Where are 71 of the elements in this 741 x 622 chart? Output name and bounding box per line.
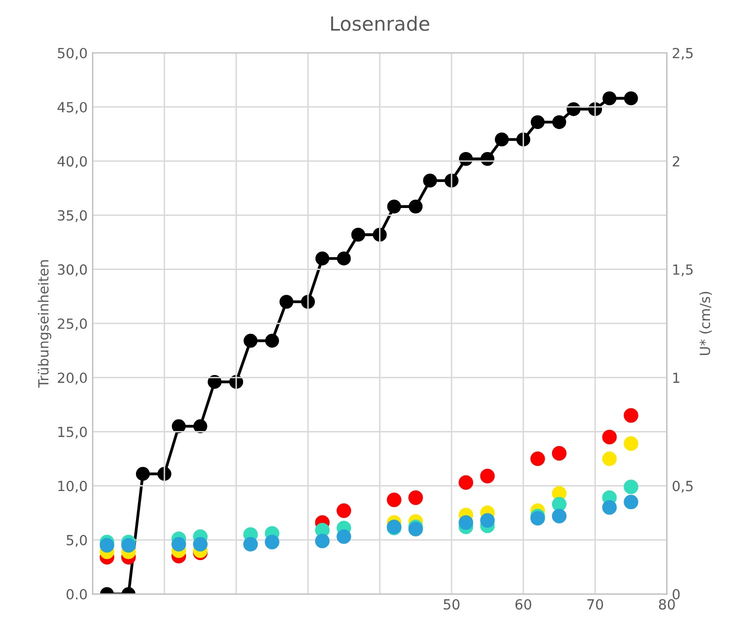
point — [566, 102, 581, 116]
point — [458, 475, 474, 490]
point — [315, 534, 330, 548]
point — [193, 419, 208, 434]
y2-axis-title: U* (cm/s) — [699, 292, 712, 355]
point — [193, 536, 208, 552]
point — [280, 294, 294, 309]
point — [444, 174, 458, 188]
y2-tick-label: 2 — [672, 156, 680, 166]
point — [494, 132, 509, 146]
y-tick-label: 5,0 — [66, 534, 87, 547]
point — [423, 174, 437, 188]
point — [351, 228, 366, 242]
point — [336, 252, 351, 266]
point — [552, 446, 567, 461]
point — [336, 503, 352, 518]
x-tick-label: 60 — [515, 599, 532, 610]
point — [552, 508, 567, 524]
point — [624, 436, 638, 451]
x-tick-label: 80 — [659, 599, 675, 610]
y-tick-label: 10,0 — [58, 480, 87, 493]
point — [244, 334, 258, 348]
point — [208, 374, 222, 389]
point — [336, 529, 352, 544]
point — [265, 334, 280, 348]
point — [602, 430, 617, 444]
point — [172, 419, 186, 434]
point — [315, 252, 330, 266]
point — [171, 536, 186, 552]
point — [100, 538, 114, 553]
point — [458, 515, 474, 530]
chart-title: Losenrade — [331, 16, 430, 31]
y-tick-label: 30,0 — [58, 264, 87, 276]
point — [480, 468, 495, 484]
point — [480, 513, 495, 528]
y2-tick-label: 1 — [673, 372, 680, 383]
point — [530, 451, 545, 466]
y-tick-label: 50,0 — [58, 48, 87, 60]
point — [121, 538, 136, 553]
point — [624, 480, 638, 494]
point — [624, 408, 638, 423]
y2-tick-label: 0 — [672, 588, 680, 600]
y-tick-label: 45,0 — [58, 102, 87, 114]
point — [624, 494, 638, 510]
y-tick-label: 20,0 — [58, 372, 87, 384]
y-tick-label: 35,0 — [58, 210, 87, 222]
point — [602, 500, 617, 515]
point — [530, 115, 545, 130]
y-tick-label: 15,0 — [58, 426, 87, 439]
y2-tick-label: 1,5 — [673, 264, 693, 276]
y-tick-label: 25,0 — [58, 318, 87, 330]
point — [408, 200, 423, 214]
point — [301, 294, 315, 309]
point — [136, 466, 150, 481]
x-tick-label: 50 — [444, 599, 460, 610]
point — [602, 451, 617, 466]
y2-tick-label: 0,5 — [672, 480, 693, 493]
point — [264, 534, 280, 550]
point — [602, 91, 616, 106]
point — [387, 200, 402, 214]
point — [552, 496, 567, 512]
y-tick-label: 0.0 — [66, 588, 87, 600]
y-axis-title: Trübungseinheiten — [38, 260, 52, 388]
point — [386, 492, 402, 508]
x-tick-label: 70 — [587, 599, 604, 610]
point — [624, 91, 638, 106]
point — [552, 115, 566, 130]
point — [408, 490, 423, 505]
y2-tick-label: 2,5 — [672, 48, 693, 60]
y-tick-label: 40,0 — [58, 156, 87, 168]
point — [243, 536, 258, 552]
